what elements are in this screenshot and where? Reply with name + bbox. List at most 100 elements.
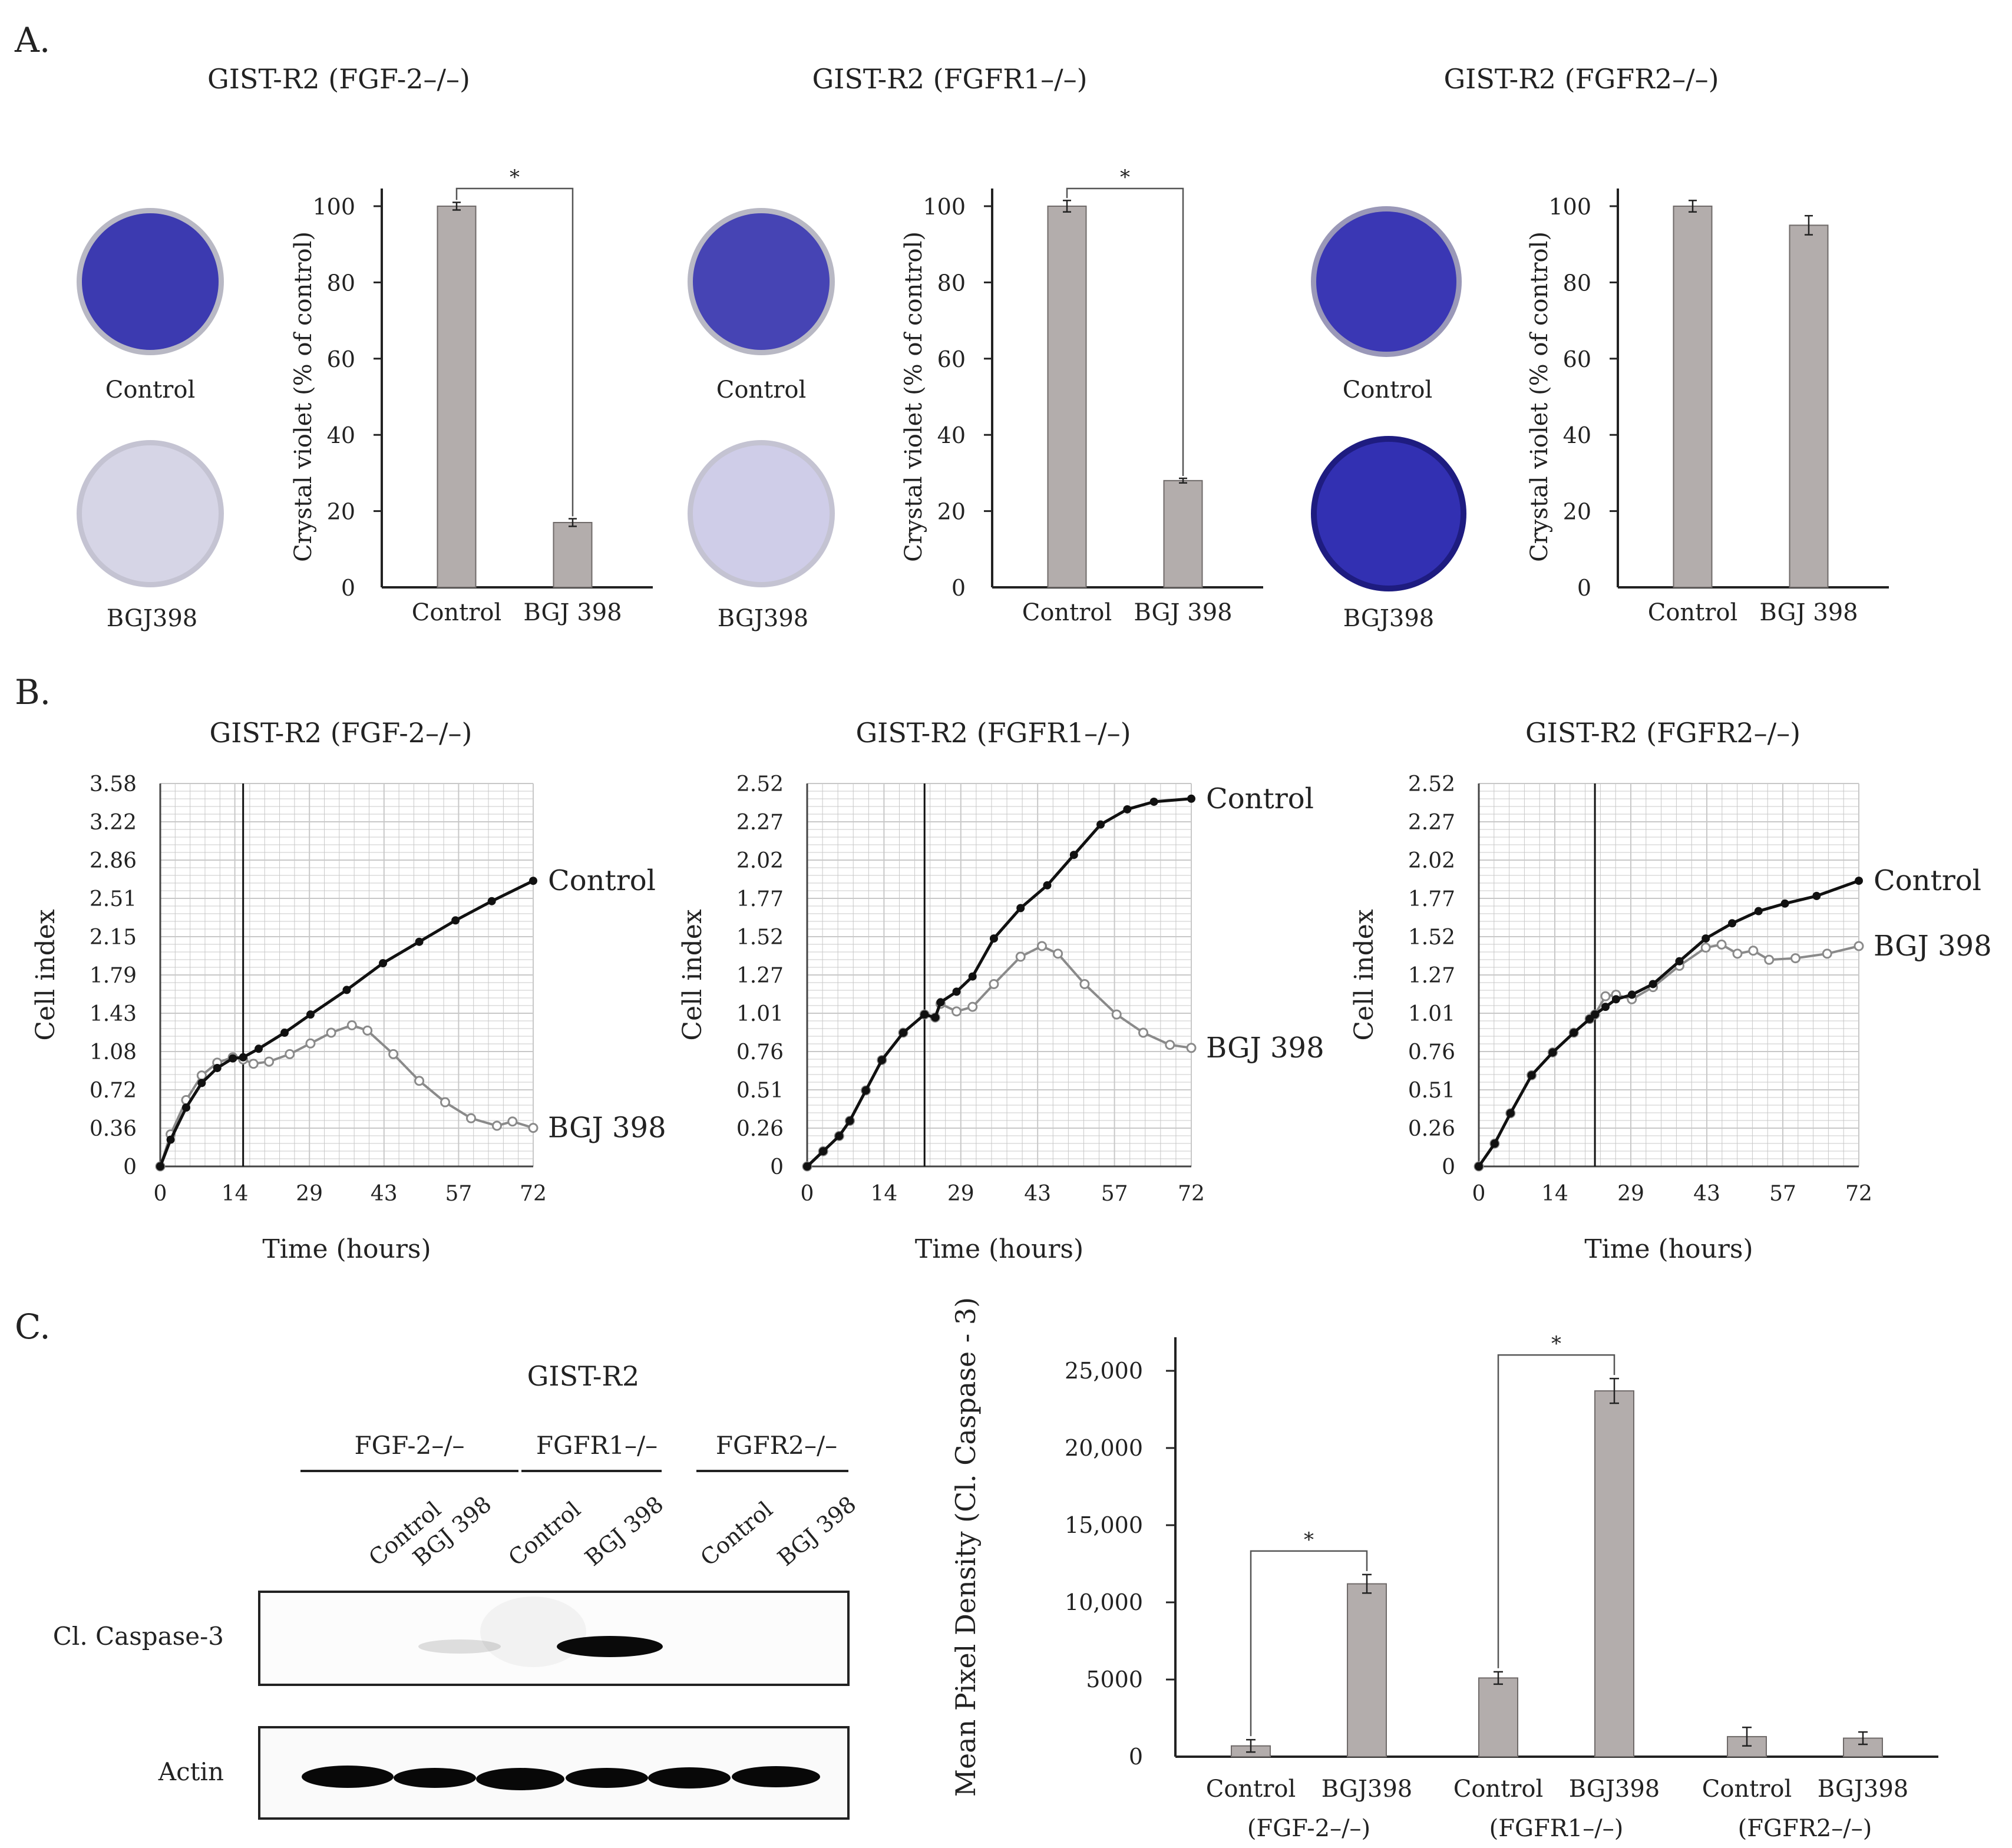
x-tick-label: 72 bbox=[1845, 1182, 1872, 1206]
line-chart-b1: GIST-R2 (FGF-2–/–) 0 0.36 0.72 1.08 1.43 1.79 2… bbox=[31, 717, 666, 1264]
y-tick-label: 60 bbox=[327, 346, 355, 372]
panel-a-title-3: GIST-R2 (FGFR2–/–) bbox=[1443, 63, 1719, 95]
blot-title: GIST-R2 bbox=[527, 1360, 640, 1392]
y-tick-label: 1.77 bbox=[1408, 887, 1455, 911]
x-tick-label: BGJ398 bbox=[1569, 1776, 1660, 1803]
bar bbox=[437, 206, 477, 588]
series-line-control bbox=[158, 879, 534, 1167]
series-line-treated bbox=[1478, 943, 1859, 1168]
x-tick-label: BGJ398 bbox=[1321, 1776, 1412, 1803]
y-tick-label: 2.27 bbox=[1408, 811, 1455, 835]
y-tick-label: 0.76 bbox=[736, 1040, 784, 1064]
data-point-control bbox=[989, 934, 998, 943]
series-label-treated: BGJ 398 bbox=[548, 1112, 666, 1145]
y-tick-label: 0 bbox=[770, 1155, 784, 1179]
y-tick-label: 3.22 bbox=[90, 811, 137, 835]
blot-background-smudge bbox=[480, 1596, 586, 1667]
data-point-control bbox=[229, 1054, 237, 1063]
bar-chart-c: 0 5000 10,000 15,000 20,000 25,000 Mean Pixel … bbox=[950, 1297, 1938, 1842]
x-axis-label: Time (hours) bbox=[262, 1234, 431, 1264]
dish-label-control: Control bbox=[1343, 376, 1433, 404]
blot-row-label-actin: Actin bbox=[158, 1757, 224, 1786]
y-tick-label: 5000 bbox=[1086, 1667, 1143, 1692]
data-point-control bbox=[529, 877, 537, 885]
blot-band-actin bbox=[394, 1768, 476, 1788]
blot-membrane-caspase bbox=[258, 1591, 850, 1686]
data-point-treated bbox=[1015, 951, 1026, 962]
y-tick-label: 0.26 bbox=[1408, 1117, 1455, 1141]
x-tick-label: 72 bbox=[520, 1182, 547, 1206]
data-point-treated bbox=[1716, 939, 1727, 950]
data-point-control bbox=[1611, 995, 1620, 1004]
data-point-treated bbox=[1036, 941, 1047, 951]
data-point-treated bbox=[440, 1097, 451, 1108]
data-point-control bbox=[1043, 881, 1052, 890]
dish-label-control: Control bbox=[716, 376, 807, 404]
data-point-control bbox=[819, 1147, 828, 1156]
dish-control bbox=[1316, 211, 1456, 352]
x-tick-label: 72 bbox=[1178, 1182, 1205, 1206]
y-tick-label: 1.01 bbox=[1408, 1002, 1455, 1026]
series-label-control: Control bbox=[1874, 864, 1981, 897]
panel-a-title-1: GIST-R2 (FGF-2–/–) bbox=[207, 63, 470, 95]
y-tick-label: 2.52 bbox=[736, 772, 784, 796]
data-point-treated bbox=[507, 1116, 518, 1127]
y-tick-label: 1.52 bbox=[1408, 925, 1455, 950]
y-tick-label: 1.01 bbox=[736, 1002, 784, 1026]
x-axis-label: Time (hours) bbox=[915, 1234, 1083, 1264]
x-tick-label: 43 bbox=[1024, 1182, 1051, 1206]
bar bbox=[1347, 1583, 1387, 1758]
bar bbox=[1673, 206, 1713, 588]
data-point-control bbox=[1702, 934, 1710, 943]
data-point-control bbox=[1490, 1139, 1499, 1148]
data-point-control bbox=[1506, 1109, 1515, 1118]
x-tick-label: Control bbox=[1648, 599, 1738, 626]
x-group-label: (FGF-2–/–) bbox=[1247, 1815, 1370, 1842]
significance-marker: * bbox=[1120, 166, 1130, 189]
series-line-treated bbox=[159, 1024, 534, 1167]
y-tick-label: 2.15 bbox=[90, 925, 137, 950]
data-point-treated bbox=[1748, 946, 1759, 956]
bar-chart-a3: 0 20 40 60 80 100 Crystal violet (% of control… bbox=[1526, 189, 1889, 626]
chart-title: GIST-R2 (FGFR2–/–) bbox=[1525, 717, 1800, 749]
y-tick-label: 0 bbox=[1577, 575, 1591, 601]
data-point-treated bbox=[1186, 1043, 1197, 1053]
blot-band-caspase-strong bbox=[557, 1636, 663, 1657]
blot-band-actin bbox=[566, 1768, 648, 1788]
bar bbox=[1478, 1677, 1518, 1757]
data-point-control bbox=[197, 1079, 206, 1087]
data-point-control bbox=[1601, 1003, 1610, 1011]
series-label-control: Control bbox=[1206, 782, 1314, 815]
significance-marker: * bbox=[1304, 1528, 1314, 1552]
y-axis-label: Cell index bbox=[1349, 909, 1379, 1040]
data-point-control bbox=[1016, 904, 1025, 913]
data-point-control bbox=[1149, 797, 1158, 806]
x-tick-label: Control bbox=[1206, 1776, 1296, 1803]
y-axis-label: Crystal violet (% of control) bbox=[1526, 232, 1553, 562]
x-tick-label: 57 bbox=[1101, 1182, 1128, 1206]
y-tick-label: 80 bbox=[937, 270, 966, 296]
data-point-treated bbox=[1854, 941, 1864, 951]
dish-label-treated: BGJ398 bbox=[1343, 605, 1434, 632]
chart-title: GIST-R2 (FGFR1–/–) bbox=[855, 717, 1131, 749]
y-tick-label: 0.72 bbox=[90, 1079, 137, 1103]
data-point-treated bbox=[1600, 991, 1611, 1001]
data-point-control bbox=[1096, 820, 1105, 829]
x-tick-label: BGJ 398 bbox=[1134, 599, 1232, 626]
y-tick-label: 3.58 bbox=[90, 772, 137, 796]
line-chart-b3: GIST-R2 (FGFR2–/–) 0 0.26 0.51 0.76 1.01 1.27 1… bbox=[1349, 717, 1992, 1264]
panel-a-title-2: GIST-R2 (FGFR1–/–) bbox=[812, 63, 1087, 95]
data-point-treated bbox=[248, 1059, 259, 1069]
y-tick-label: 100 bbox=[1548, 194, 1591, 220]
y-tick-label: 0 bbox=[341, 575, 355, 601]
data-point-control bbox=[451, 916, 460, 925]
x-tick-label: 43 bbox=[371, 1182, 398, 1206]
data-point-treated bbox=[1111, 1009, 1122, 1020]
y-tick-label: 80 bbox=[1563, 270, 1591, 296]
significance-bracket bbox=[1066, 187, 1184, 476]
y-tick-label: 2.51 bbox=[90, 887, 137, 911]
y-tick-label: 100 bbox=[312, 194, 355, 220]
x-tick-label: 29 bbox=[1617, 1182, 1644, 1206]
y-tick-label: 2.02 bbox=[736, 849, 784, 873]
y-tick-label: 1.08 bbox=[90, 1040, 137, 1064]
